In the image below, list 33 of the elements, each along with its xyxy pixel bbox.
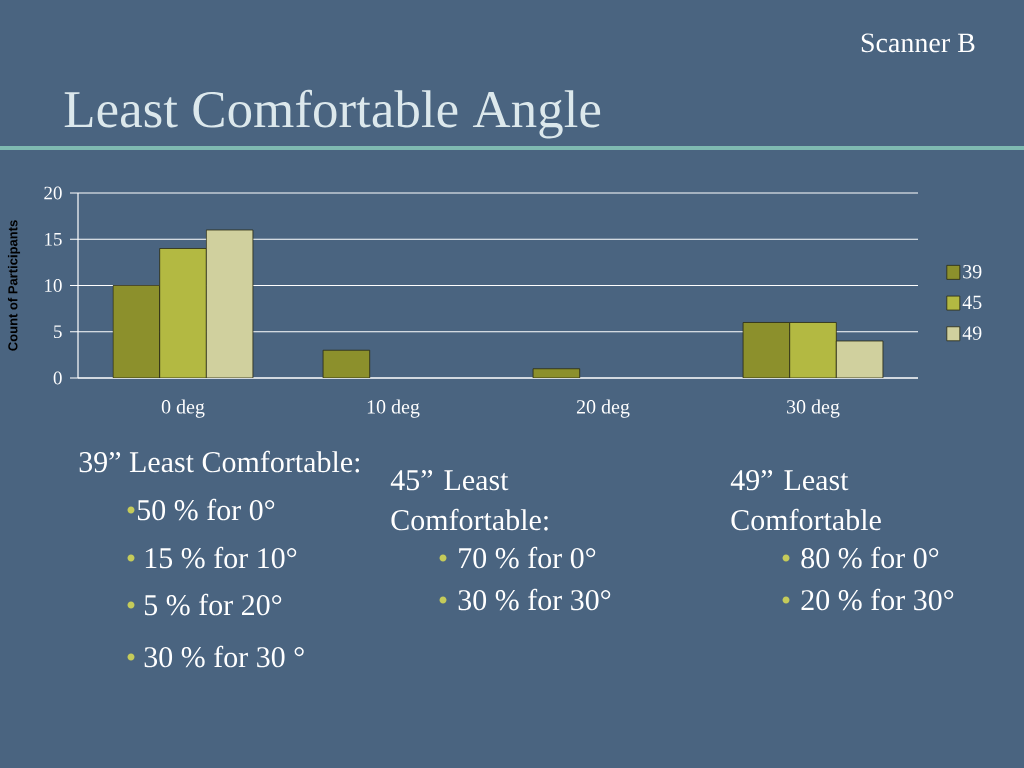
bar [205, 229, 254, 378]
y-axis-title: Count of Participants [7, 220, 21, 351]
x-tick-label: 10 deg [367, 399, 420, 418]
x-tick-label: 30 deg [787, 399, 840, 418]
bar [322, 349, 371, 378]
legend-label: 49 [962, 326, 982, 340]
bar [112, 285, 161, 378]
y-tick-label: 5 [54, 325, 62, 339]
text: 20 % for 30° [801, 588, 954, 611]
text: 39” Least Comfortable: [79, 450, 360, 473]
bar [789, 322, 837, 378]
text: 80 % for 0° [801, 546, 939, 569]
y-tick-label: 10 [45, 279, 62, 292]
legend-label: 39 [963, 265, 982, 279]
chart-subtitle: Scanner B [861, 33, 975, 53]
text: 30 % for 30° [458, 588, 611, 611]
text: 50 % for 0° [137, 498, 275, 521]
text: 15 % for 10° [145, 546, 297, 569]
legend-label: 45 [962, 295, 982, 310]
x-tick-label: 0 deg [161, 399, 205, 418]
chart-title: Least Comfortable Angle [64, 89, 601, 139]
y-tick-label: 15 [45, 232, 62, 246]
text: 45” Least Comfortable: [390, 470, 548, 531]
text: 70 % for 0° [459, 546, 596, 569]
y-tick-label: 20 [44, 186, 62, 200]
text: 49” Least Comfortable [730, 470, 881, 531]
x-tick-label: 20 deg [576, 399, 630, 418]
text: 30 % for 30 ° [144, 645, 304, 668]
bar [742, 322, 791, 378]
bar [159, 248, 207, 378]
bar [835, 340, 884, 378]
text: 5 % for 20° [144, 593, 282, 616]
y-tick-label: 0 [53, 371, 62, 385]
